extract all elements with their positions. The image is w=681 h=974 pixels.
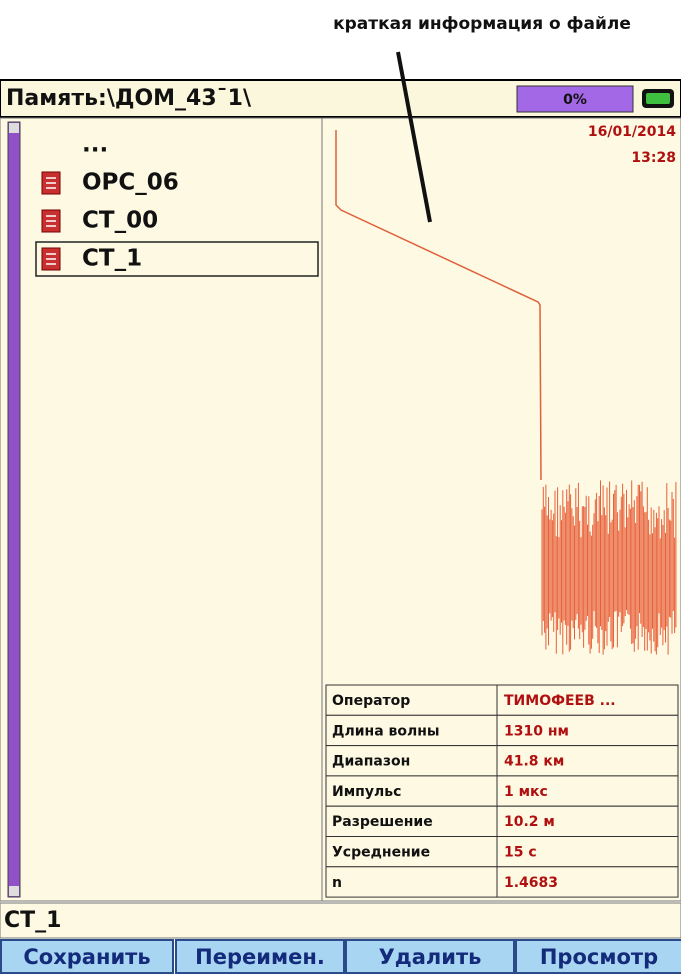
table-cell [325,684,498,716]
table-cell [325,866,498,898]
table-cell [496,805,679,838]
annotation: краткая информация о файле [333,14,631,34]
table-label: Длина волны [332,723,440,739]
file-name[interactable]: CT_00 [82,208,158,234]
table-cell [325,714,498,747]
table-cell [496,684,679,716]
button-label: Сохранить [23,945,150,969]
button[interactable] [345,939,515,974]
table-label: Импульс [332,784,401,800]
table-cell [325,836,498,868]
file-name[interactable]: ... [82,132,108,158]
input-text: CT_1 [4,908,61,933]
file-name[interactable]: CT_1 [82,246,142,272]
table-value: 1 мкс [504,784,548,800]
table-value: 15 с [504,845,537,861]
file-name[interactable]: OPC_06 [82,170,179,196]
trace-noise [541,480,677,655]
table-cell [496,745,679,777]
button[interactable] [515,939,681,974]
table-value: ТИМОФЕЕВ ... [504,693,616,709]
table-value: 1310 нм [504,723,569,739]
button-label: Удалить [379,945,482,969]
scrollbar[interactable] [7,121,21,898]
file-panel [0,117,323,902]
table-label: Разрешение [332,814,433,830]
button-label: Просмотр [540,945,658,969]
time: 13:28 [631,150,676,166]
date: 16/01/2014 [588,124,676,140]
progress-label: 0% [563,92,587,108]
table-value: 10.2 м [504,814,555,830]
table-cell [496,714,679,747]
scroll-up[interactable] [9,123,19,133]
button[interactable] [0,939,174,974]
table-value: 1.4683 [504,875,558,891]
name-input[interactable] [0,902,681,939]
path: Память:\ДОМ_43¯1\ [6,86,252,111]
battery-level [646,93,670,104]
annotation-arrow [396,51,432,223]
scroll-down[interactable] [9,886,19,896]
table-cell [496,836,679,868]
table-cell [325,745,498,777]
table-cell [496,866,679,898]
progress-bar [516,85,634,113]
table-label: n [332,875,342,891]
trace [335,130,542,481]
button[interactable] [175,939,345,974]
table-value: 41.8 км [504,754,564,770]
table-label: Диапазон [332,754,410,770]
table-label: Усреднение [332,845,430,861]
button-label: Переимен. [195,945,325,969]
table-label: Оператор [332,693,410,709]
selection-box[interactable] [35,241,319,277]
